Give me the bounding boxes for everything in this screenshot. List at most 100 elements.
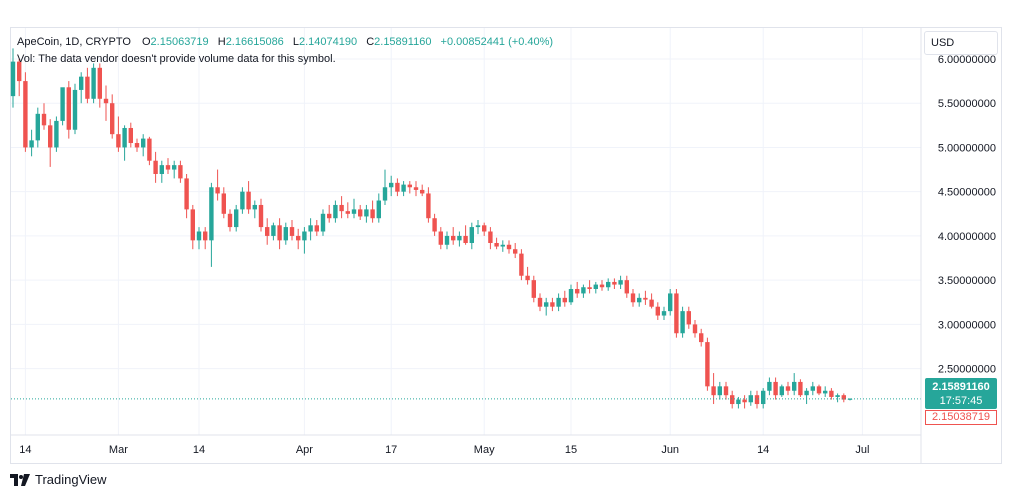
change-value: +0.00852441 (+0.40%)	[440, 36, 554, 48]
candle	[116, 116, 121, 152]
low-label: L	[292, 36, 299, 48]
candle-body	[513, 249, 518, 254]
candle	[122, 125, 127, 161]
candle-body	[134, 143, 140, 148]
candle	[692, 319, 698, 338]
time-axis[interactable]: 14 Mar 14 Apr 17 May 15 Jun 14 Jul	[11, 434, 921, 456]
candle	[761, 388, 766, 409]
candle-body	[296, 235, 301, 241]
candle-body	[816, 386, 822, 394]
candle-body	[376, 200, 381, 219]
candle-body	[444, 235, 450, 245]
candle-body	[810, 386, 815, 391]
open-label: O	[141, 36, 151, 48]
candle-body	[544, 302, 549, 307]
candle-body	[451, 235, 456, 241]
candle	[54, 116, 59, 152]
last-price-label: 2.15891160 17:57:45	[925, 378, 997, 409]
candle-body	[209, 187, 214, 241]
candle	[29, 129, 34, 157]
candle-body	[674, 293, 679, 334]
candle-body	[748, 395, 753, 403]
candle-body	[835, 395, 840, 397]
tradingview-brand[interactable]: TradingView	[10, 472, 107, 487]
y-tick-label: 6.00000000	[938, 54, 996, 66]
candle	[643, 290, 648, 305]
candle	[184, 173, 189, 219]
candle	[655, 302, 660, 320]
candle-body	[587, 287, 592, 290]
candle	[816, 384, 822, 396]
candle-body	[575, 289, 580, 294]
candle-body	[41, 113, 47, 126]
candle	[500, 240, 505, 252]
symbol-title[interactable]: ApeCoin, 1D, CRYPTO	[17, 36, 131, 48]
candle-body	[550, 302, 555, 307]
candle	[680, 306, 685, 338]
candle	[320, 209, 326, 236]
candle	[624, 275, 629, 298]
candle-body	[308, 225, 313, 232]
candle	[463, 225, 468, 245]
candle-body	[48, 125, 53, 148]
candle	[215, 169, 220, 201]
candle	[271, 222, 276, 241]
candle	[537, 293, 543, 312]
candle-body	[258, 204, 264, 228]
candle-body	[215, 187, 220, 194]
candle-body	[426, 193, 431, 219]
candle	[327, 204, 332, 223]
candle	[376, 193, 381, 223]
candle-body	[637, 297, 642, 303]
prev-close-label: 2.15038719	[925, 410, 997, 425]
candle-body	[488, 231, 493, 244]
x-tick-label: Jul	[855, 444, 869, 456]
candle	[172, 160, 177, 179]
candle	[302, 227, 307, 254]
candle	[246, 181, 251, 214]
x-tick-label: 17	[385, 444, 397, 456]
candle	[506, 240, 512, 254]
candle	[469, 222, 474, 250]
candle-body	[736, 399, 741, 405]
y-tick-label: 5.50000000	[938, 98, 996, 110]
candle-body	[221, 193, 226, 214]
candle-body	[97, 67, 102, 99]
currency-button[interactable]: USD	[924, 31, 998, 55]
candle	[804, 388, 809, 405]
candle	[451, 227, 456, 245]
candle-body	[302, 231, 307, 241]
candle	[358, 204, 363, 220]
candle	[277, 218, 282, 250]
candle-body	[314, 225, 319, 232]
candle-body	[593, 284, 598, 290]
candle-body	[438, 231, 443, 245]
candle-body	[60, 87, 65, 121]
candle	[91, 63, 96, 104]
candle	[593, 281, 598, 294]
candle-body	[265, 227, 270, 236]
y-tick-label: 4.50000000	[938, 187, 996, 199]
candle-body	[562, 297, 567, 303]
candle-body	[630, 293, 636, 303]
candle-body	[79, 76, 84, 90]
candle-body	[475, 225, 481, 228]
candle-body	[779, 386, 784, 396]
candle	[407, 181, 412, 194]
candle-body	[122, 127, 127, 148]
candle	[835, 393, 840, 403]
price-axis[interactable]: 6.00000000 5.50000000 5.00000000 4.50000000…	[920, 28, 996, 463]
candle-body	[556, 297, 561, 307]
high-label: H	[217, 36, 226, 48]
close-label: C	[366, 36, 375, 48]
candle-body	[234, 209, 239, 228]
candle-body	[29, 140, 34, 148]
candle-body	[519, 253, 524, 276]
candle-body	[333, 204, 338, 219]
candle-body	[203, 231, 208, 241]
candle	[296, 228, 301, 250]
candle-body	[407, 184, 412, 188]
candle	[519, 249, 524, 281]
candle-body	[351, 209, 357, 214]
